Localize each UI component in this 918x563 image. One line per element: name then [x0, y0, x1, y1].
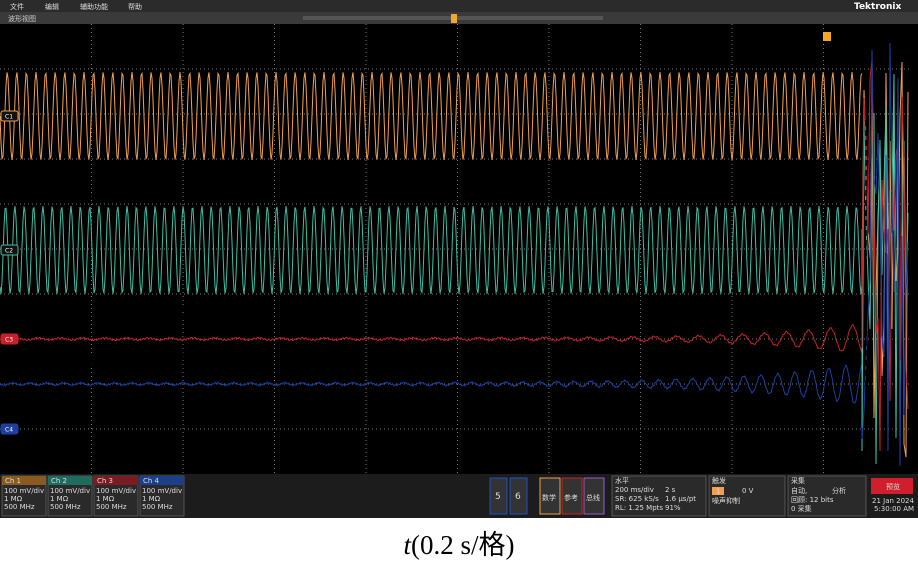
- tab: 波形视图: [8, 14, 36, 23]
- menu-item[interactable]: 辅助功能: [80, 2, 108, 11]
- channel-marker: [0, 423, 19, 435]
- horizontal-box[interactable]: [611, 475, 707, 517]
- channel-header: [48, 476, 92, 485]
- trigger-level: 0 V: [742, 487, 754, 495]
- menu-button-label: 数学: [542, 493, 556, 502]
- channel-marker: [0, 333, 19, 345]
- menu-button-label: 参考: [564, 493, 578, 502]
- channel-name: Ch 3: [97, 477, 113, 485]
- status-time: 5:30:00 AM: [874, 505, 914, 513]
- waveforms: [0, 42, 909, 467]
- channel-header: [140, 476, 184, 485]
- button-label: 5: [495, 492, 501, 502]
- status-date: 21 Jan 2024: [872, 497, 915, 505]
- channel-scale: 100 mV/div: [4, 487, 44, 495]
- graticule: [0, 24, 918, 476]
- acquisition-mode: 自动,: [791, 486, 807, 495]
- acquisition-box[interactable]: [787, 475, 867, 517]
- horizontal-scale: 200 ms/div: [615, 486, 654, 494]
- horizontal-title: 水平: [615, 476, 629, 485]
- menu-button[interactable]: [583, 477, 605, 515]
- record-marker: [451, 14, 457, 23]
- menu-button[interactable]: [539, 477, 561, 515]
- annotation-q: Q(1 (pu)/格): [74, 346, 211, 376]
- menu-button[interactable]: [561, 477, 583, 515]
- button-label: 6: [515, 492, 521, 502]
- trigger-box[interactable]: [708, 475, 786, 517]
- acquisition-analysis: 分析: [832, 486, 846, 495]
- horizontal-position: 2 s: [665, 486, 676, 494]
- channel-header: [94, 476, 138, 485]
- wave-u: [0, 71, 863, 161]
- channel-name: Ch 4: [143, 477, 160, 485]
- wave-chaos: [861, 42, 909, 467]
- trigger-title: 触发: [712, 476, 726, 485]
- trigger-source-box: [712, 487, 724, 495]
- menu-item[interactable]: 编辑: [45, 2, 59, 11]
- menu-bar: [0, 0, 918, 12]
- wave-i: [0, 205, 863, 295]
- channel-impedance: 1 MΩ: [142, 495, 161, 503]
- channel-bandwidth: 500 MHz: [96, 503, 127, 511]
- horizontal-resolution: 1.6 μs/pt: [665, 495, 696, 503]
- channel-bandwidth: 500 MHz: [4, 503, 35, 511]
- annotation-i: iCa(1 (pu)/格): [74, 168, 219, 202]
- channel-name: Ch 1: [5, 477, 21, 485]
- trigger-marker: [823, 32, 831, 41]
- channel-marker-label: C3: [5, 337, 13, 344]
- button[interactable]: [489, 477, 508, 515]
- channel-marker: [0, 244, 19, 256]
- button[interactable]: [509, 477, 528, 515]
- channel-marker-label: C1: [5, 114, 13, 121]
- annotation-u: uCa(1 (pu)/格): [74, 32, 225, 66]
- channel-scale: 100 mV/div: [142, 487, 182, 495]
- preview-label: 预览: [886, 482, 900, 491]
- channel-impedance: 1 MΩ: [50, 495, 69, 503]
- wave-p: [0, 323, 863, 354]
- channel-marker-label: C2: [5, 248, 13, 255]
- trigger-mode: 噪声抑制: [712, 496, 740, 505]
- preview-button[interactable]: [871, 478, 913, 494]
- menu-item[interactable]: 文件: [10, 2, 24, 11]
- channel-bandwidth: 500 MHz: [50, 503, 81, 511]
- acquisition-review: 回顾: 12 bits: [791, 496, 834, 504]
- acquisition-title: 采集: [791, 476, 805, 485]
- caption: t(0.2 s/格): [403, 530, 514, 560]
- horizontal-sample-rate: SR: 625 kS/s: [615, 495, 659, 503]
- horizontal-record-length: RL: 1.25 Mpts: [615, 504, 663, 512]
- channel-scale: 100 mV/div: [50, 487, 90, 495]
- channel-bandwidth: 500 MHz: [142, 503, 173, 511]
- menu-button-label: 总线: [586, 493, 600, 502]
- channel-impedance: 1 MΩ: [4, 495, 23, 503]
- brand: Tektronix: [854, 2, 901, 12]
- channel-impedance: 1 MΩ: [96, 495, 115, 503]
- channel-marker-label: C4: [5, 427, 13, 434]
- trigger-source: 1: [716, 488, 720, 496]
- channel-name: Ch 2: [51, 477, 67, 485]
- wave-q: [0, 363, 863, 404]
- channel-header: [2, 476, 46, 485]
- annotation-p: P(1 (pu)/格): [73, 300, 208, 330]
- annotation-t1: t1: [790, 30, 807, 64]
- menu-item[interactable]: 帮助: [128, 2, 142, 11]
- horizontal-zoom: 91%: [665, 504, 681, 512]
- wave-chaos: [861, 59, 909, 452]
- channel-marker: [0, 110, 19, 122]
- t1-pointer: [822, 41, 866, 49]
- acquisition-count: 0 采集: [791, 504, 812, 513]
- channel-scale: 100 mV/div: [96, 487, 136, 495]
